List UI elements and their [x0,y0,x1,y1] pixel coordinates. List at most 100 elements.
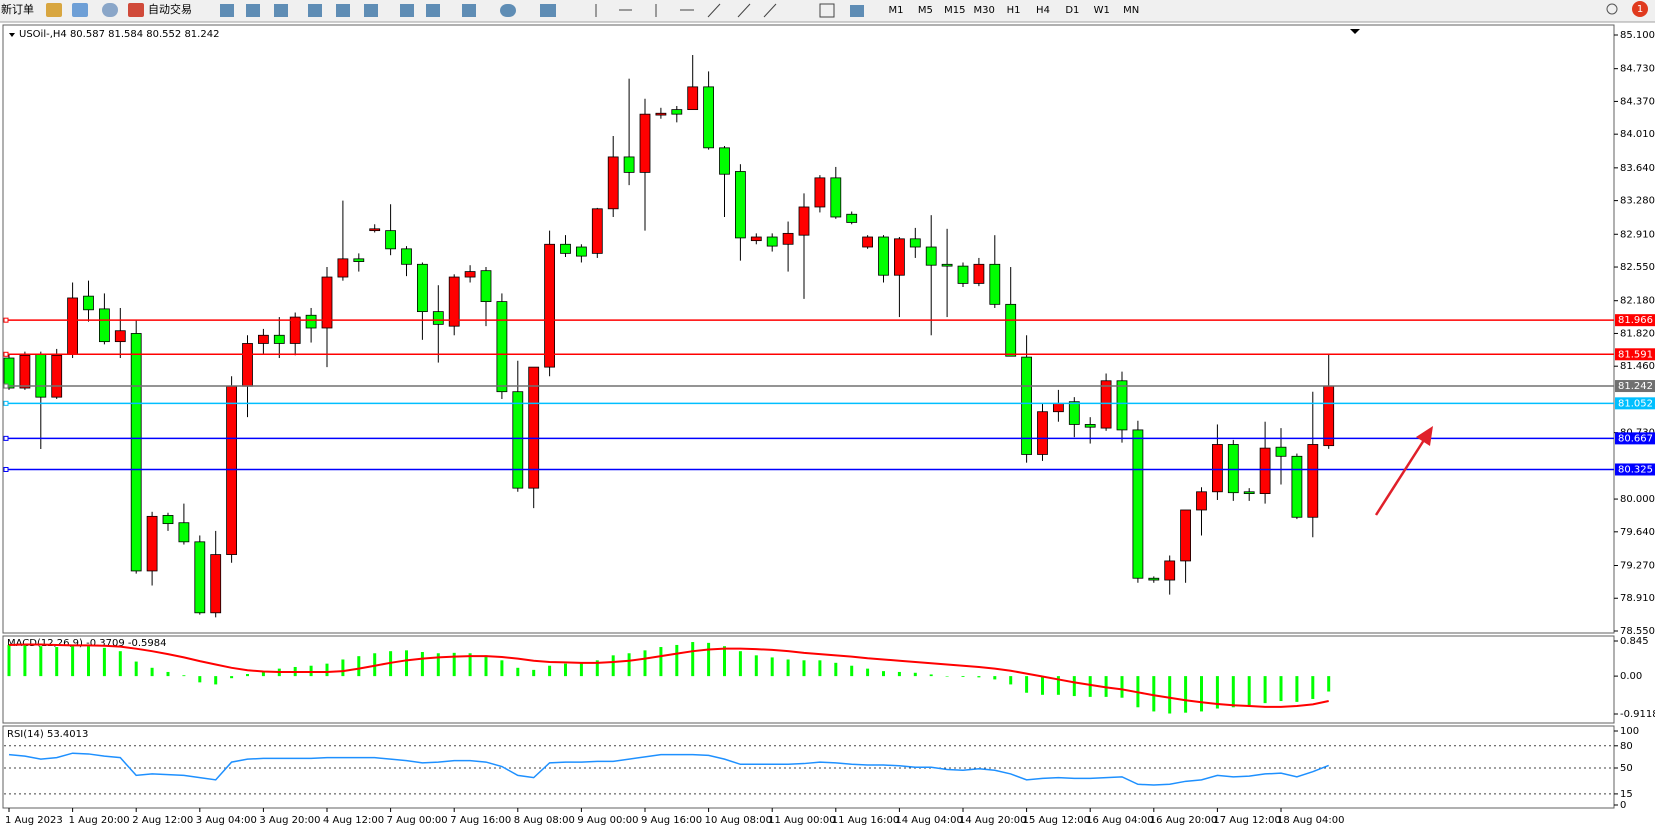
timeframe-button[interactable]: D1 [1065,5,1079,16]
macd-bar [246,674,249,677]
level-handle [3,400,9,406]
macd-bar [405,650,408,677]
x-tick-label: 4 Aug 12:00 [323,815,384,826]
icon[interactable] [46,3,62,17]
candle-body [83,295,94,311]
timeframe-button[interactable]: H1 [1007,5,1021,16]
macd-bar [1056,676,1060,695]
macd-bar [1025,676,1029,693]
macd-bar [182,675,186,677]
icon[interactable] [737,3,751,18]
icon[interactable] [308,4,322,17]
x-tick-label: 10 Aug 08:00 [705,815,772,826]
macd-bar [929,674,933,677]
macd-bar [198,676,202,683]
candle-body [576,246,587,257]
icon[interactable] [500,4,516,17]
macd-bar [961,676,965,677]
level-handle [3,317,9,323]
macd-bar [993,676,997,680]
macd-bar [484,655,488,677]
macd-bar [1200,676,1203,712]
icon[interactable] [128,3,144,17]
icon[interactable] [274,4,288,17]
candle-body [560,243,571,254]
y-tick-label: 80.000 [1620,494,1655,505]
y-tick-label: 83.640 [1620,163,1655,174]
icon[interactable] [462,4,476,17]
y-tick-label: 0 [1620,800,1626,811]
candle-body [782,232,794,245]
macd-bar [87,646,90,677]
candle-body [321,276,333,329]
candle-body [1180,509,1191,562]
level-label-bg [1615,463,1655,476]
timeframe-button[interactable]: H4 [1036,5,1050,16]
macd-panel [2,635,1615,724]
candle-body [3,357,15,389]
timeframe-button[interactable]: MN [1123,5,1139,16]
candle-body [957,265,969,284]
macd-bar [325,663,329,677]
x-tick-label: 3 Aug 20:00 [259,815,320,826]
x-tick-label: 9 Aug 16:00 [641,815,702,826]
macd-bar [595,660,599,677]
level-label: 81.052 [1618,398,1653,409]
y-tick-label: 82.910 [1620,229,1655,240]
icon[interactable] [72,3,88,17]
level-handle [3,351,9,357]
x-tick-label: 14 Aug 20:00 [959,815,1026,826]
auto-trading-button[interactable]: 自动交易 [148,2,192,16]
macd-bar [1088,676,1092,697]
candle-body [1243,491,1255,495]
icon[interactable] [707,3,721,18]
candle-body [1164,560,1176,581]
candle-body [242,343,253,387]
macd-bar [675,644,679,677]
level-label: 81.242 [1618,381,1653,392]
timeframe-button[interactable]: W1 [1094,5,1110,16]
icon[interactable] [540,4,556,17]
candle-body [1053,403,1064,413]
icon[interactable] [102,3,118,17]
candle-body [607,156,619,210]
candle-body [878,236,889,276]
macd-bar [1168,676,1172,714]
icon[interactable] [336,4,350,17]
candle-body [337,258,349,278]
icon[interactable] [426,4,440,17]
candle-body [67,297,78,355]
timeframe-button[interactable]: M1 [889,5,904,16]
macd-bar [945,676,949,677]
macd-bar [23,644,27,677]
icon[interactable] [364,4,378,17]
new-order-button[interactable]: 新订单 [1,2,34,16]
macd-bar [341,659,345,677]
candle-body [1227,444,1239,494]
macd-bar [1295,676,1299,702]
icon[interactable] [819,3,835,18]
x-tick-label: 1 Aug 20:00 [69,815,130,826]
timeframe-button[interactable]: M30 [974,5,995,16]
timeframe-button[interactable]: M5 [918,5,933,16]
x-tick-label: 15 Aug 12:00 [1023,815,1090,826]
notification-badge[interactable] [1632,1,1648,17]
y-tick-label: 15 [1620,789,1633,800]
x-tick-label: 8 Aug 08:00 [514,815,575,826]
candle-body [719,147,730,175]
icon[interactable] [246,4,260,17]
timeframe-button[interactable]: M15 [944,5,965,16]
icon[interactable] [763,3,777,18]
icon[interactable] [220,4,234,17]
candle-body [35,353,47,398]
y-tick-label: 78.910 [1620,593,1655,604]
icon[interactable] [400,4,414,17]
macd-bar [738,651,742,677]
icon[interactable] [850,5,864,17]
candle-body [305,314,317,329]
arrow-head [1416,426,1433,446]
macd-bar [166,671,170,677]
macd-bar [230,676,234,679]
candle-body [862,236,873,248]
search-icon[interactable] [1606,3,1618,15]
